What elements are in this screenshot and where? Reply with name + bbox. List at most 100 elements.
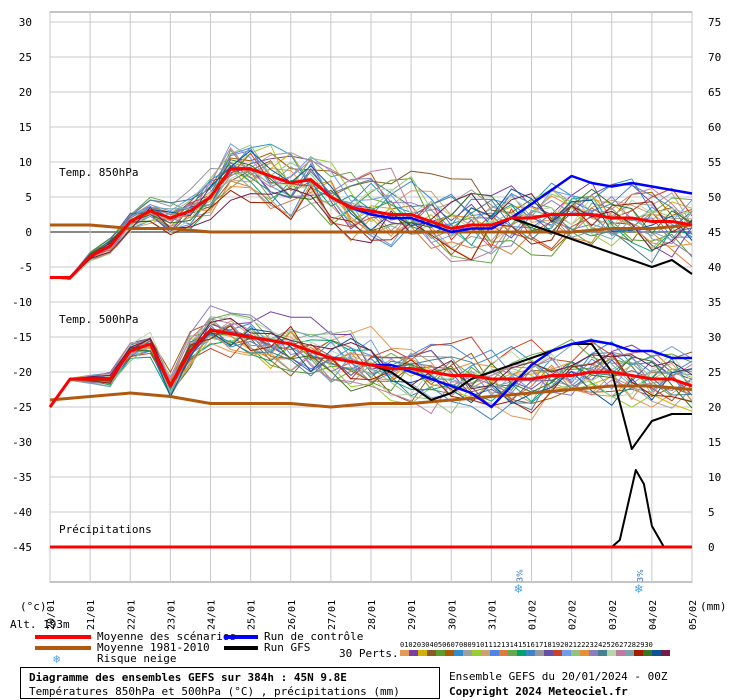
snow-risk-marks: 3%❄3%❄ (513, 569, 644, 596)
left-tick-label: -40 (12, 506, 32, 519)
snowflake-icon: ❄ (634, 582, 644, 596)
left-tick-label: -20 (12, 366, 32, 379)
snowflake-icon: ❄ (513, 582, 523, 596)
x-tick-label: 30/01 (447, 600, 458, 630)
perturbation-color-swatch (490, 650, 499, 656)
ensemble-member-line (49, 149, 693, 278)
left-tick-label: -5 (19, 261, 32, 274)
perturbation-color-swatch (607, 650, 616, 656)
legend-gfs-swatch (224, 646, 258, 650)
series-t850-moyenne-1981-2010 (50, 223, 693, 234)
perturbation-color-swatch (589, 650, 598, 656)
right-tick-label: 70 (708, 51, 721, 64)
panel-labels: Temp. 850hPa Temp. 500hPa Précipitations (59, 166, 152, 536)
x-tick-label: 28/01 (367, 600, 378, 630)
altitude-label: Alt. 193m (10, 618, 70, 631)
ensemble-member-line (49, 149, 693, 278)
legend-snow-label: Risque neige (97, 652, 177, 665)
ensemble-member-line (49, 333, 693, 408)
left-tick-label: -30 (12, 436, 32, 449)
legend-gfs-label: Run GFS (264, 641, 311, 654)
ensemble-member-line (49, 167, 693, 280)
perturbation-color-swatch (463, 650, 472, 656)
x-tick-label: 04/02 (648, 600, 659, 630)
perturbation-color-swatch (418, 650, 427, 656)
legend-climate-label: Moyenne 1981-2010 (97, 641, 210, 654)
right-tick-label: 0 (708, 541, 715, 554)
x-tick-label: 03/02 (608, 600, 619, 630)
perturbation-color-swatch (616, 650, 625, 656)
left-axis-ticks: 30 25 20 15 10 5 0 -5 -10 -15 -20 -25 -30 -35 -40 -45 (°… (12, 16, 46, 613)
perturbation-color-swatch (508, 650, 517, 656)
x-tick-label: 25/01 (247, 600, 258, 630)
legend-control-swatch (224, 635, 258, 639)
chart-subtitle: Températures 850hPa et 500hPa (°C) , pré… (29, 685, 400, 698)
right-axis-unit: (mm) (700, 600, 727, 613)
right-tick-label: 25 (708, 366, 721, 379)
perturbation-numbers: 0102030405060708091011121314151617181920… (400, 641, 653, 649)
perturbation-color-swatch (544, 650, 553, 656)
perturbation-color-swatch (517, 650, 526, 656)
snow-risk-percent: 3% (636, 569, 645, 582)
perturbation-color-swatch (400, 650, 409, 656)
right-tick-label: 20 (708, 401, 721, 414)
ensemble-member-line (49, 152, 693, 280)
perturbation-color-swatch (427, 650, 436, 656)
x-tick-label: 26/01 (287, 600, 298, 630)
perturbation-color-swatch (436, 650, 445, 656)
x-tick-label: 02/02 (568, 600, 579, 630)
left-tick-label: -15 (12, 331, 32, 344)
chart-info-box: Diagramme des ensembles GEFS sur 384h : … (20, 667, 440, 699)
left-tick-label: 15 (19, 121, 32, 134)
series-t850-moyenne-des-sce-narios (50, 167, 693, 279)
right-tick-label: 5 (708, 506, 715, 519)
x-tick-label: 27/01 (327, 600, 338, 630)
ensemble-member-line (49, 147, 693, 278)
run-info: Ensemble GEFS du 20/01/2024 - 00Z (449, 670, 668, 683)
perturbations-count: 30 Perts. (339, 647, 399, 660)
perturbation-color-strip (400, 650, 670, 656)
perturbation-color-swatch (571, 650, 580, 656)
x-axis-ticks: 20/01 21/01 22/01 23/01 24/01 25/01 26/01 27/01… (46, 600, 699, 630)
legend-control-label: Run de contrôle (264, 630, 364, 643)
x-tick-label: 29/01 (407, 600, 418, 630)
perturbation-color-swatch (472, 650, 481, 656)
ensemble-member-line (49, 186, 693, 278)
perturbation-color-swatch (535, 650, 544, 656)
legend-mean-swatch (35, 635, 91, 639)
x-tick-label: 22/01 (126, 600, 137, 630)
left-tick-label: -45 (12, 541, 32, 554)
perturbation-color-swatch (526, 650, 535, 656)
left-tick-label: 0 (25, 226, 32, 239)
right-tick-label: 40 (708, 261, 721, 274)
left-tick-label: 30 (19, 16, 32, 29)
series-t500-moyenne-1981-2010 (49, 384, 693, 409)
snow-risk-percent: 3% (515, 569, 524, 582)
copyright: Copyright 2024 Meteociel.fr (449, 685, 628, 698)
left-axis-unit: (°c) (20, 600, 47, 613)
perturbation-color-swatch (454, 650, 463, 656)
panel-label: Temp. 500hPa (59, 313, 138, 326)
perturbation-color-swatch (598, 650, 607, 656)
legend-mean-label: Moyenne des scénarios (97, 630, 237, 643)
chart-grid (49, 11, 693, 583)
panel-label: Temp. 850hPa (59, 166, 138, 179)
perturbation-color-swatch (643, 650, 652, 656)
x-tick-label: 31/01 (487, 600, 498, 630)
left-tick-label: -25 (12, 401, 32, 414)
snowflake-icon: ❄ (53, 652, 61, 666)
perturbation-color-swatch (481, 650, 490, 656)
perturbation-color-swatch (445, 650, 454, 656)
left-tick-label: 10 (19, 156, 32, 169)
left-tick-label: -35 (12, 471, 32, 484)
perturbation-color-swatch (580, 650, 589, 656)
left-tick-label: 5 (25, 191, 32, 204)
series-t500-moyenne-des-sce-narios (48, 328, 693, 408)
right-tick-label: 65 (708, 86, 721, 99)
perturbation-color-swatch (652, 650, 661, 656)
right-tick-label: 10 (708, 471, 721, 484)
x-tick-label: 23/01 (166, 600, 177, 630)
right-tick-label: 15 (708, 436, 721, 449)
